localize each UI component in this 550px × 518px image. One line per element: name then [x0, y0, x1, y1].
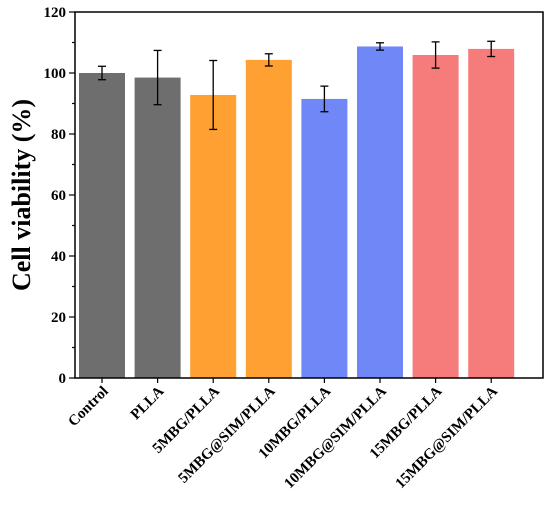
- y-axis-title: Cell viability (%): [7, 99, 36, 291]
- x-tick-label: Control: [65, 384, 111, 430]
- y-tick-label: 0: [59, 371, 67, 387]
- bar-2: [190, 94, 237, 379]
- y-tick-label: 40: [51, 249, 66, 265]
- error-bar-5: [376, 42, 384, 51]
- y-tick-label: 60: [51, 188, 66, 204]
- bars-group: [79, 46, 515, 379]
- error-bar-3: [264, 53, 273, 67]
- error-bars-group: [98, 40, 496, 131]
- error-bar-6: [431, 41, 440, 69]
- x-tick-label: 10MBG@SIM/PLLA: [281, 383, 390, 492]
- bar-4: [301, 98, 348, 379]
- y-axis-ticks: 0 20 40 60 80 100 120: [44, 5, 75, 387]
- bar-7: [468, 48, 515, 378]
- x-tick-label: 15MBG@SIM/PLLA: [393, 383, 502, 492]
- y-tick-label: 100: [44, 66, 67, 82]
- bar-6: [412, 55, 459, 378]
- error-bar-2: [209, 59, 218, 131]
- y-tick-label: 80: [51, 127, 66, 143]
- x-tick-label: 5MBG@SIM/PLLA: [176, 383, 279, 486]
- bar-3: [245, 59, 292, 378]
- error-bar-4: [320, 85, 329, 113]
- bar-5: [357, 46, 403, 379]
- error-bar-0: [98, 65, 106, 81]
- x-axis-labels: Control PLLA5MBG/PLLA5MBG@SIM/PLLA10MBG/P…: [65, 378, 501, 492]
- x-tick-label: PLLA: [128, 383, 168, 423]
- y-tick-label: 120: [44, 5, 67, 21]
- y-tick-label: 20: [51, 310, 66, 326]
- error-bar-1: [153, 49, 162, 106]
- bar-1: [134, 77, 181, 378]
- error-bar-7: [487, 40, 496, 58]
- bar-0: [79, 73, 125, 378]
